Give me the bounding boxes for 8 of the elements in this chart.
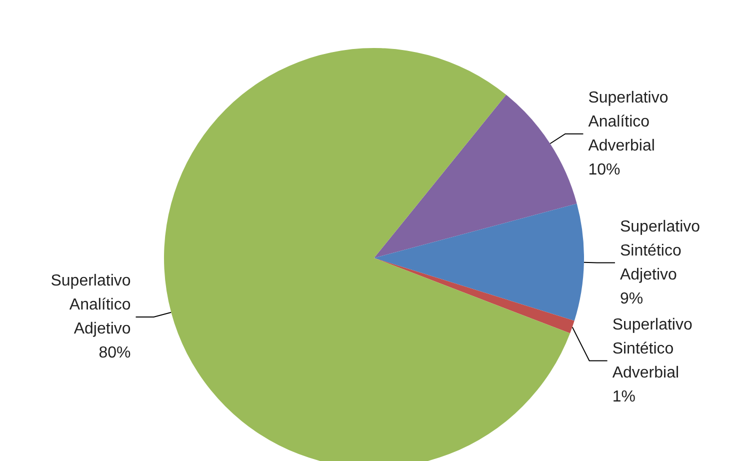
- slice-label: Superlativo Sintético Adverbial: [612, 316, 692, 382]
- data-label: 10%: [588, 161, 620, 178]
- data-label: 80%: [98, 344, 131, 362]
- slice-label: Superlativo Analítico Adjetivo: [50, 272, 131, 338]
- slice-label: Superlativo Analítico Adverbial: [588, 89, 668, 154]
- data-label: 1%: [612, 388, 636, 406]
- slice-label: Superlativo Sintético Adjetivo: [620, 218, 700, 284]
- data-label: 9%: [620, 290, 644, 308]
